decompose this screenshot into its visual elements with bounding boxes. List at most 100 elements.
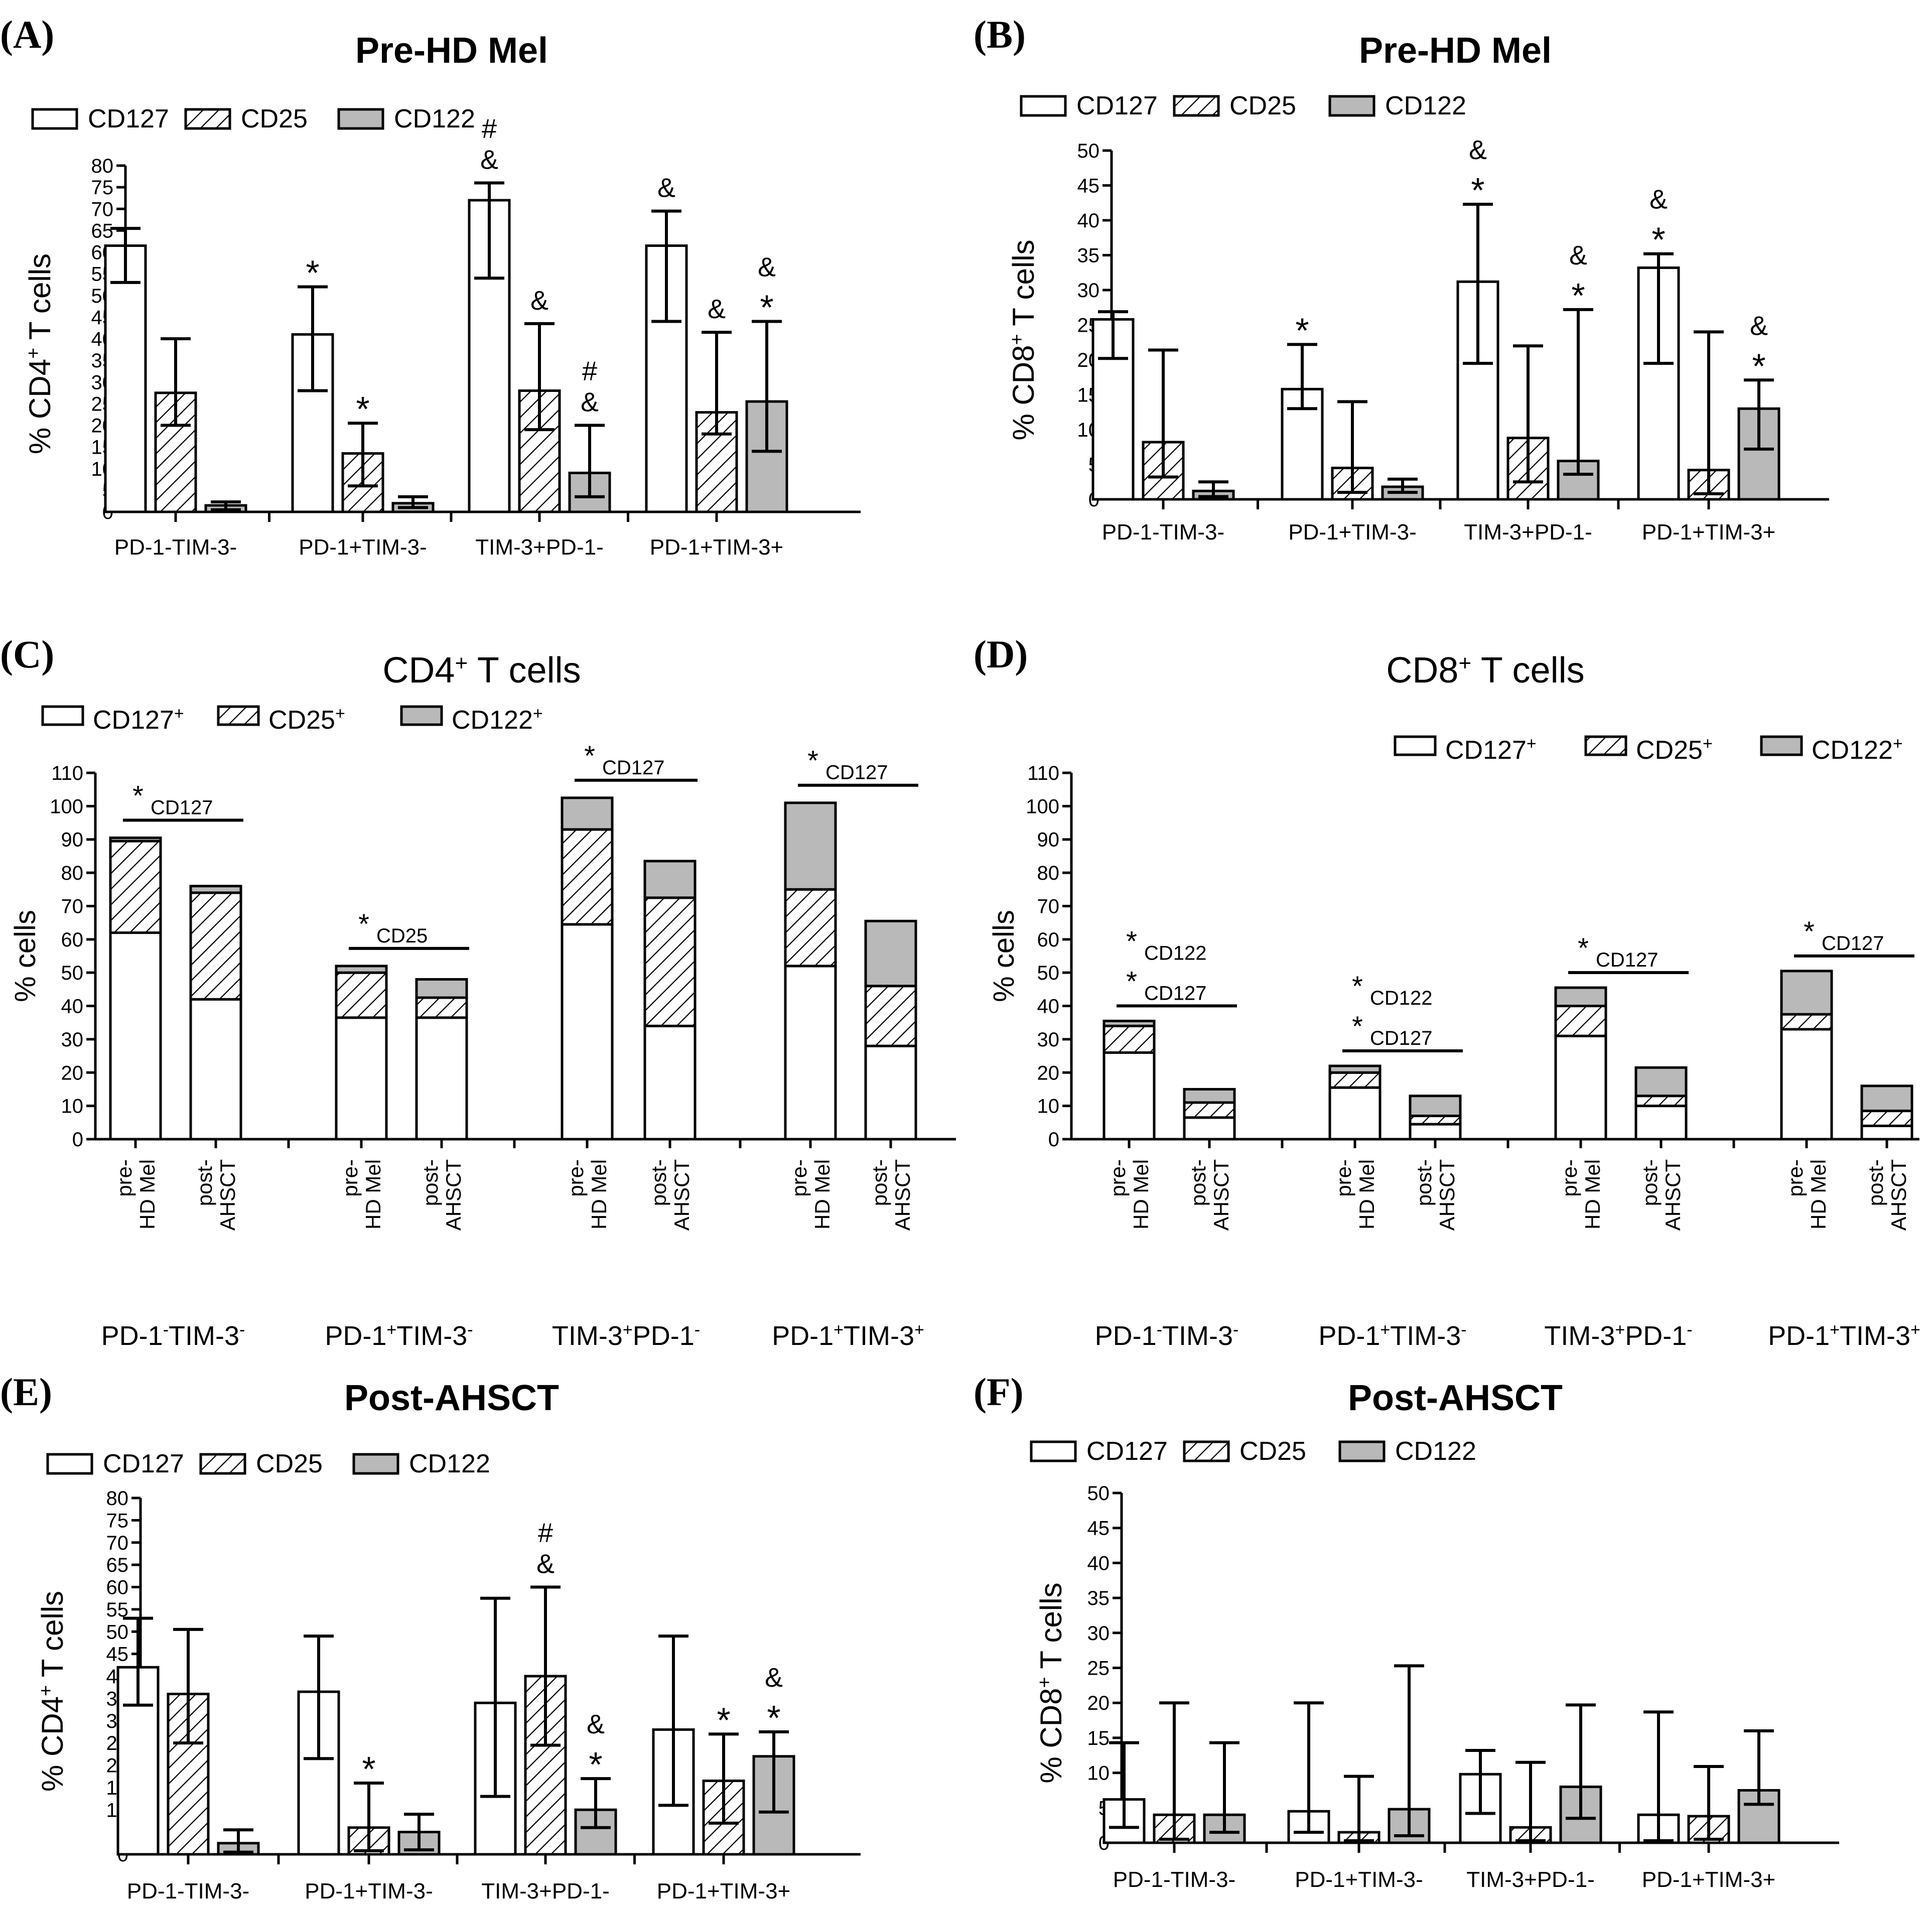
legend-swatch-cd127 [41, 705, 84, 726]
legend-label-cd25: CD25+ [268, 704, 345, 735]
panel-label: (D) [974, 632, 1028, 676]
bar-label-line2: AHSCT [1887, 1159, 1910, 1231]
y-axis-label-main: % CD4 [36, 1696, 69, 1792]
bar-label-line2: HD Mel [1807, 1159, 1830, 1230]
significance-label: CD25 [376, 925, 428, 947]
bar-label: pre-HD Mel [1332, 1159, 1378, 1230]
stack-segment-cd25 [1183, 1101, 1236, 1119]
group-label-part: PD-1 [101, 1321, 163, 1351]
bar-label-line1: post- [647, 1159, 670, 1206]
significance-star: * [1352, 1010, 1363, 1042]
bar-label-line1: post- [1638, 1159, 1662, 1206]
y-tick-label: 110 [51, 762, 83, 784]
significance-star: * [132, 779, 144, 811]
bar-label-line2: HD Mel [135, 1159, 159, 1230]
chart-title-main: CD8 [1386, 650, 1458, 691]
x-category-label: PD-1+TIM-3- [299, 535, 427, 560]
legend-label-main: CD122 [1812, 736, 1893, 765]
legend-label-cd127: CD127+ [93, 704, 184, 735]
y-tick-label: 80 [106, 1487, 129, 1510]
y-tick-label: 100 [50, 795, 83, 818]
significance-marker: # [482, 114, 497, 144]
significance-label: CD127 [1370, 1027, 1433, 1049]
bar-label-line2: AHSCT [1435, 1159, 1459, 1231]
panel-e: (E) Post-AHSCT CD127CD25CD12205101520253… [0, 1370, 861, 1903]
legend-label-cd25: CD25+ [1636, 734, 1713, 765]
y-tick-label: 50 [1037, 962, 1060, 984]
group-label-part: PD-1 [1625, 1321, 1687, 1351]
significance-marker: & [758, 252, 776, 283]
significance-marker: & [1469, 135, 1487, 165]
stack-segment-cd25 [109, 840, 162, 934]
bar-label-line1: post- [1186, 1159, 1210, 1206]
group-label-part: TIM-3 [552, 1321, 623, 1351]
legend-swatch-cd122 [400, 705, 443, 726]
significance-label: CD127 [1596, 949, 1659, 971]
stack-segment-cd127 [1409, 1123, 1462, 1141]
stack-segment-cd127 [335, 1016, 388, 1141]
legend-label-cd25: CD25 [241, 104, 308, 133]
stack-segment-cd122 [643, 860, 697, 899]
legend-swatch-cd25 [1584, 735, 1627, 756]
stack-segment-cd127 [1634, 1105, 1688, 1141]
bar-label: pre-HD Mel [564, 1159, 611, 1230]
x-category-label: TIM-3+PD-1- [1464, 520, 1592, 545]
significance-marker: & [708, 294, 726, 324]
stack-segment-cd122 [1860, 1084, 1913, 1113]
bar-label-line2: HD Mel [1355, 1159, 1378, 1230]
y-axis-label-rest: T cells [1034, 1582, 1068, 1677]
significance-marker: * [717, 1700, 730, 1739]
y-tick-label: 20 [61, 1062, 84, 1084]
y-tick-label: 65 [106, 1554, 129, 1576]
significance-marker: * [760, 288, 773, 327]
legend-label-sup: + [174, 704, 184, 723]
y-tick-label: 50 [1077, 140, 1100, 162]
significance-marker: # [582, 356, 597, 386]
stack-segment-cd122 [335, 965, 388, 974]
legend-swatch-cd122 [352, 1453, 399, 1475]
group-label-sup: + [1380, 1320, 1390, 1339]
x-category-label: TIM-3+PD-1- [1466, 1867, 1594, 1892]
legend-label-main: CD25 [1636, 736, 1703, 765]
y-tick-label: 90 [1037, 829, 1060, 851]
y-tick-label: 25 [1087, 1658, 1110, 1680]
chart-title: Post-AHSCT [1348, 1378, 1563, 1418]
x-category-label: TIM-3+PD-1- [481, 1879, 609, 1903]
bar-label-line1: pre- [1558, 1159, 1581, 1197]
group-label-sup: - [1157, 1320, 1162, 1339]
stack-segment-cd122 [189, 885, 242, 894]
significance-star: * [1352, 970, 1363, 1002]
bar-label-line2: HD Mel [1581, 1159, 1604, 1230]
significance-label: CD127 [602, 757, 665, 779]
bar-label-line1: post- [1864, 1159, 1887, 1206]
stack-segment-cd127 [109, 931, 162, 1141]
bar-label-line2: AHSCT [891, 1159, 914, 1231]
legend-label-cd122: CD122+ [452, 704, 543, 735]
group-label-sup: - [467, 1320, 473, 1339]
y-axis-label-main: % CD8 [1007, 345, 1040, 441]
stack-segment-cd122 [561, 796, 614, 831]
significance-marker: * [1295, 311, 1309, 350]
bar-label-line1: pre- [1106, 1159, 1130, 1197]
significance-marker: * [589, 1745, 602, 1784]
significance-star: * [1126, 965, 1137, 997]
significance-marker: & [1750, 311, 1768, 341]
significance-label: CD127 [1822, 932, 1884, 955]
bar-label-line1: pre- [564, 1159, 588, 1197]
y-tick-label: 80 [61, 862, 84, 884]
significance-star: * [1804, 915, 1815, 947]
legend-label-sup: + [1527, 734, 1537, 753]
y-tick-label: 60 [61, 929, 84, 951]
legend-label-cd122: CD122 [1385, 91, 1466, 120]
stack-segment-cd127 [1554, 1034, 1607, 1141]
group-label-part: PD-1 [1318, 1321, 1380, 1351]
y-axis-label-rest: T cells [1007, 239, 1040, 334]
stack-segment-cd25 [864, 985, 917, 1047]
legend-label-sup: + [1703, 734, 1713, 753]
y-tick-label: 30 [1037, 1029, 1060, 1051]
panel-label: (B) [974, 13, 1026, 56]
stack-segment-cd127 [643, 1024, 697, 1141]
y-tick-label: 35 [1087, 1587, 1110, 1609]
group-label-sup: + [914, 1320, 924, 1339]
